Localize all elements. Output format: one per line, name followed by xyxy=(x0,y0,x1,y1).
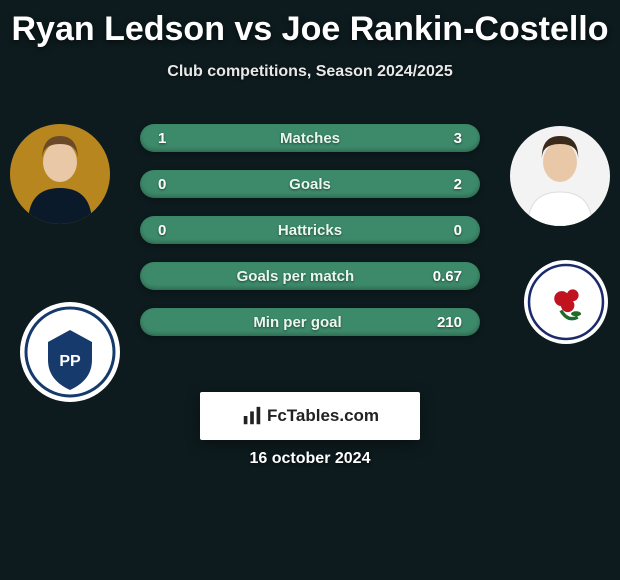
brand-text: FcTables.com xyxy=(267,406,379,426)
crest-icon: PP xyxy=(20,302,120,402)
stat-left-value: 0 xyxy=(158,176,166,193)
stat-right-value: 0.67 xyxy=(433,268,462,285)
stat-right-value: 0 xyxy=(454,222,462,239)
stat-row: 0 Goals 2 xyxy=(140,170,480,198)
player-left-avatar xyxy=(10,124,110,224)
stat-row: 0 Hattricks 0 xyxy=(140,216,480,244)
stat-left-value: 1 xyxy=(158,130,166,147)
date-text: 16 october 2024 xyxy=(0,450,620,468)
svg-text:PP: PP xyxy=(59,353,81,370)
stat-row: 1 Matches 3 xyxy=(140,124,480,152)
stat-right-value: 2 xyxy=(454,176,462,193)
stat-label: Min per goal xyxy=(253,314,341,331)
stat-label: Hattricks xyxy=(278,222,342,239)
stat-right-value: 210 xyxy=(437,314,462,331)
player-right-avatar xyxy=(510,126,610,226)
brand-badge[interactable]: FcTables.com xyxy=(200,392,420,440)
stat-row: Goals per match 0.67 xyxy=(140,262,480,290)
stat-right-value: 3 xyxy=(454,130,462,147)
stat-left-value: 0 xyxy=(158,222,166,239)
club-right-crest xyxy=(524,260,608,344)
stat-row: Min per goal 210 xyxy=(140,308,480,336)
stat-label: Goals per match xyxy=(237,268,355,285)
page-title: Ryan Ledson vs Joe Rankin-Costello xyxy=(0,0,620,49)
bar-chart-icon xyxy=(241,405,263,427)
subtitle: Club competitions, Season 2024/2025 xyxy=(0,63,620,81)
silhouette-icon xyxy=(510,126,610,226)
stat-label: Matches xyxy=(280,130,340,147)
crest-icon xyxy=(524,260,608,344)
silhouette-icon xyxy=(10,124,110,224)
club-left-crest: PP xyxy=(20,302,120,402)
stat-rows: 1 Matches 3 0 Goals 2 0 Hattricks 0 Goal… xyxy=(140,124,480,354)
stat-label: Goals xyxy=(289,176,331,193)
